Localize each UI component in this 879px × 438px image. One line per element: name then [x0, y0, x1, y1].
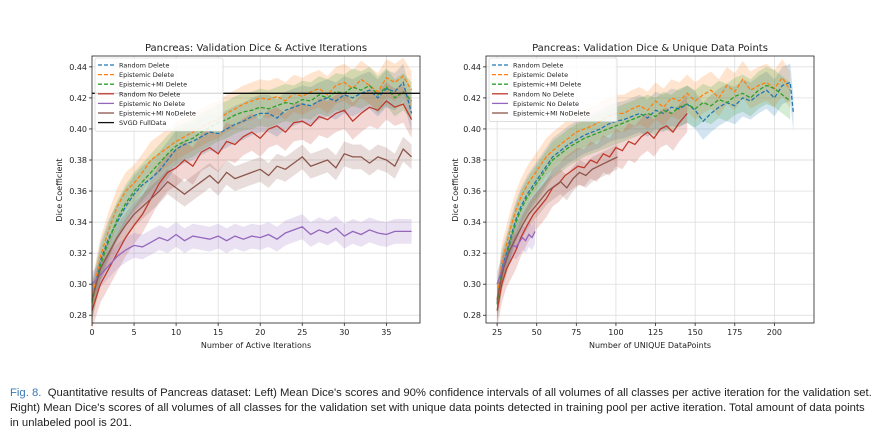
confidence-band	[92, 63, 412, 320]
chart-right: Pancreas: Validation Dice & Unique Data …	[451, 43, 815, 350]
x-tick-label: 0	[89, 328, 94, 337]
y-tick-label: 0.38	[463, 156, 481, 165]
y-tick-label: 0.44	[69, 63, 87, 72]
y-tick-label: 0.34	[463, 218, 481, 227]
caption-text: Quantitative results of Pancreas dataset…	[10, 387, 872, 429]
x-tick-label: 25	[492, 328, 502, 337]
x-tick-label: 30	[339, 328, 349, 337]
series-line	[496, 81, 795, 303]
x-axis-label: Number of Active Iterations	[201, 341, 311, 350]
series-line	[496, 156, 618, 300]
y-tick-label: 0.34	[69, 218, 87, 227]
x-tick-label: 50	[532, 328, 542, 337]
figure-caption: Fig. 8. Quantitative results of Pancreas…	[10, 386, 872, 431]
y-tick-label: 0.36	[463, 187, 481, 196]
legend-label: Random Delete	[513, 62, 563, 70]
legend-box	[94, 57, 224, 132]
confidence-band	[92, 136, 412, 313]
x-tick-label: 20	[255, 328, 265, 337]
x-tick-label: 10	[171, 328, 181, 337]
legend-label: Epistemic+MI NoDelete	[513, 110, 590, 118]
y-tick-label: 0.42	[463, 94, 481, 103]
series-line	[496, 84, 791, 305]
figure-label: Fig. 8.	[10, 387, 42, 399]
confidence-band	[497, 59, 791, 319]
x-tick-label: 150	[688, 328, 703, 337]
confidence-band	[497, 94, 688, 330]
x-tick-label: 25	[297, 328, 307, 337]
y-tick-label: 0.38	[69, 156, 87, 165]
x-tick-label: 100	[608, 328, 623, 337]
y-tick-label: 0.36	[69, 187, 87, 196]
legend-label: Epistemic Delete	[119, 71, 174, 79]
legend-label: SVGD FullData	[119, 119, 166, 127]
y-tick-label: 0.32	[463, 249, 481, 258]
y-tick-label: 0.40	[69, 125, 87, 134]
legend-label: Random Delete	[119, 62, 169, 70]
plot-frame	[91, 55, 421, 324]
series-line	[91, 148, 413, 300]
series-line	[496, 231, 536, 285]
chart-title: Pancreas: Validation Dice & Active Itera…	[145, 43, 367, 54]
legend-label: Random No Delete	[513, 90, 574, 98]
y-axis-label: Dice Coefficient	[451, 158, 460, 221]
legend-label: Epistemic+MI NoDelete	[119, 110, 196, 118]
chart-title: Pancreas: Validation Dice & Unique Data …	[532, 43, 768, 54]
series-line	[496, 76, 791, 300]
x-tick-label: 175	[727, 328, 742, 337]
legend-label: Random No Delete	[119, 90, 180, 98]
series-line	[91, 84, 413, 303]
y-tick-label: 0.32	[69, 249, 87, 258]
x-tick-label: 200	[767, 328, 782, 337]
plot-area: 0 5 10 15 20 25 30 35 0.28 0.30 0.32 0.34 0.36 0.38 0.…	[69, 55, 421, 337]
confidence-band	[92, 214, 412, 297]
legend-label: Epistemic+MI Delete	[513, 81, 581, 89]
y-tick-label: 0.30	[463, 280, 481, 289]
confidence-band	[497, 63, 794, 322]
legend-label: Epistemic No Delete	[513, 100, 579, 108]
chart-left: Pancreas: Validation Dice & Active Itera…	[55, 43, 421, 350]
x-tick-label: 15	[213, 328, 223, 337]
y-tick-label: 0.30	[69, 280, 87, 289]
legend-label: Epistemic Delete	[513, 71, 568, 79]
confidence-band	[497, 66, 791, 324]
series-line	[91, 75, 413, 300]
series-line	[91, 100, 413, 311]
y-axis-label: Dice Coefficient	[55, 158, 64, 221]
figure: Pancreas: Validation Dice & Active Itera…	[55, 43, 815, 350]
plot-frame	[485, 55, 815, 324]
x-tick-label: 35	[381, 328, 391, 337]
series-line	[496, 112, 688, 311]
y-tick-label: 0.40	[463, 125, 481, 134]
series-line	[91, 226, 412, 285]
y-tick-label: 0.44	[463, 63, 481, 72]
series-line	[91, 81, 413, 302]
legend-label: Epistemic No Delete	[119, 100, 185, 108]
confidence-band	[497, 219, 536, 297]
x-tick-label: 75	[571, 328, 581, 337]
y-tick-label: 0.42	[69, 94, 87, 103]
x-tick-label: 5	[132, 328, 137, 337]
x-axis-label: Number of UNIQUE DataPoints	[589, 341, 711, 350]
x-tick-label: 125	[648, 328, 663, 337]
legend-label: Epistemic+MI Delete	[119, 81, 187, 89]
plot-area: 25 50 75 100 125 150 175 200 0.28 0.30 0.32 0.34 0.3…	[463, 55, 815, 337]
y-tick-label: 0.28	[69, 311, 87, 320]
y-tick-label: 0.28	[463, 311, 481, 320]
legend-box	[488, 57, 618, 122]
